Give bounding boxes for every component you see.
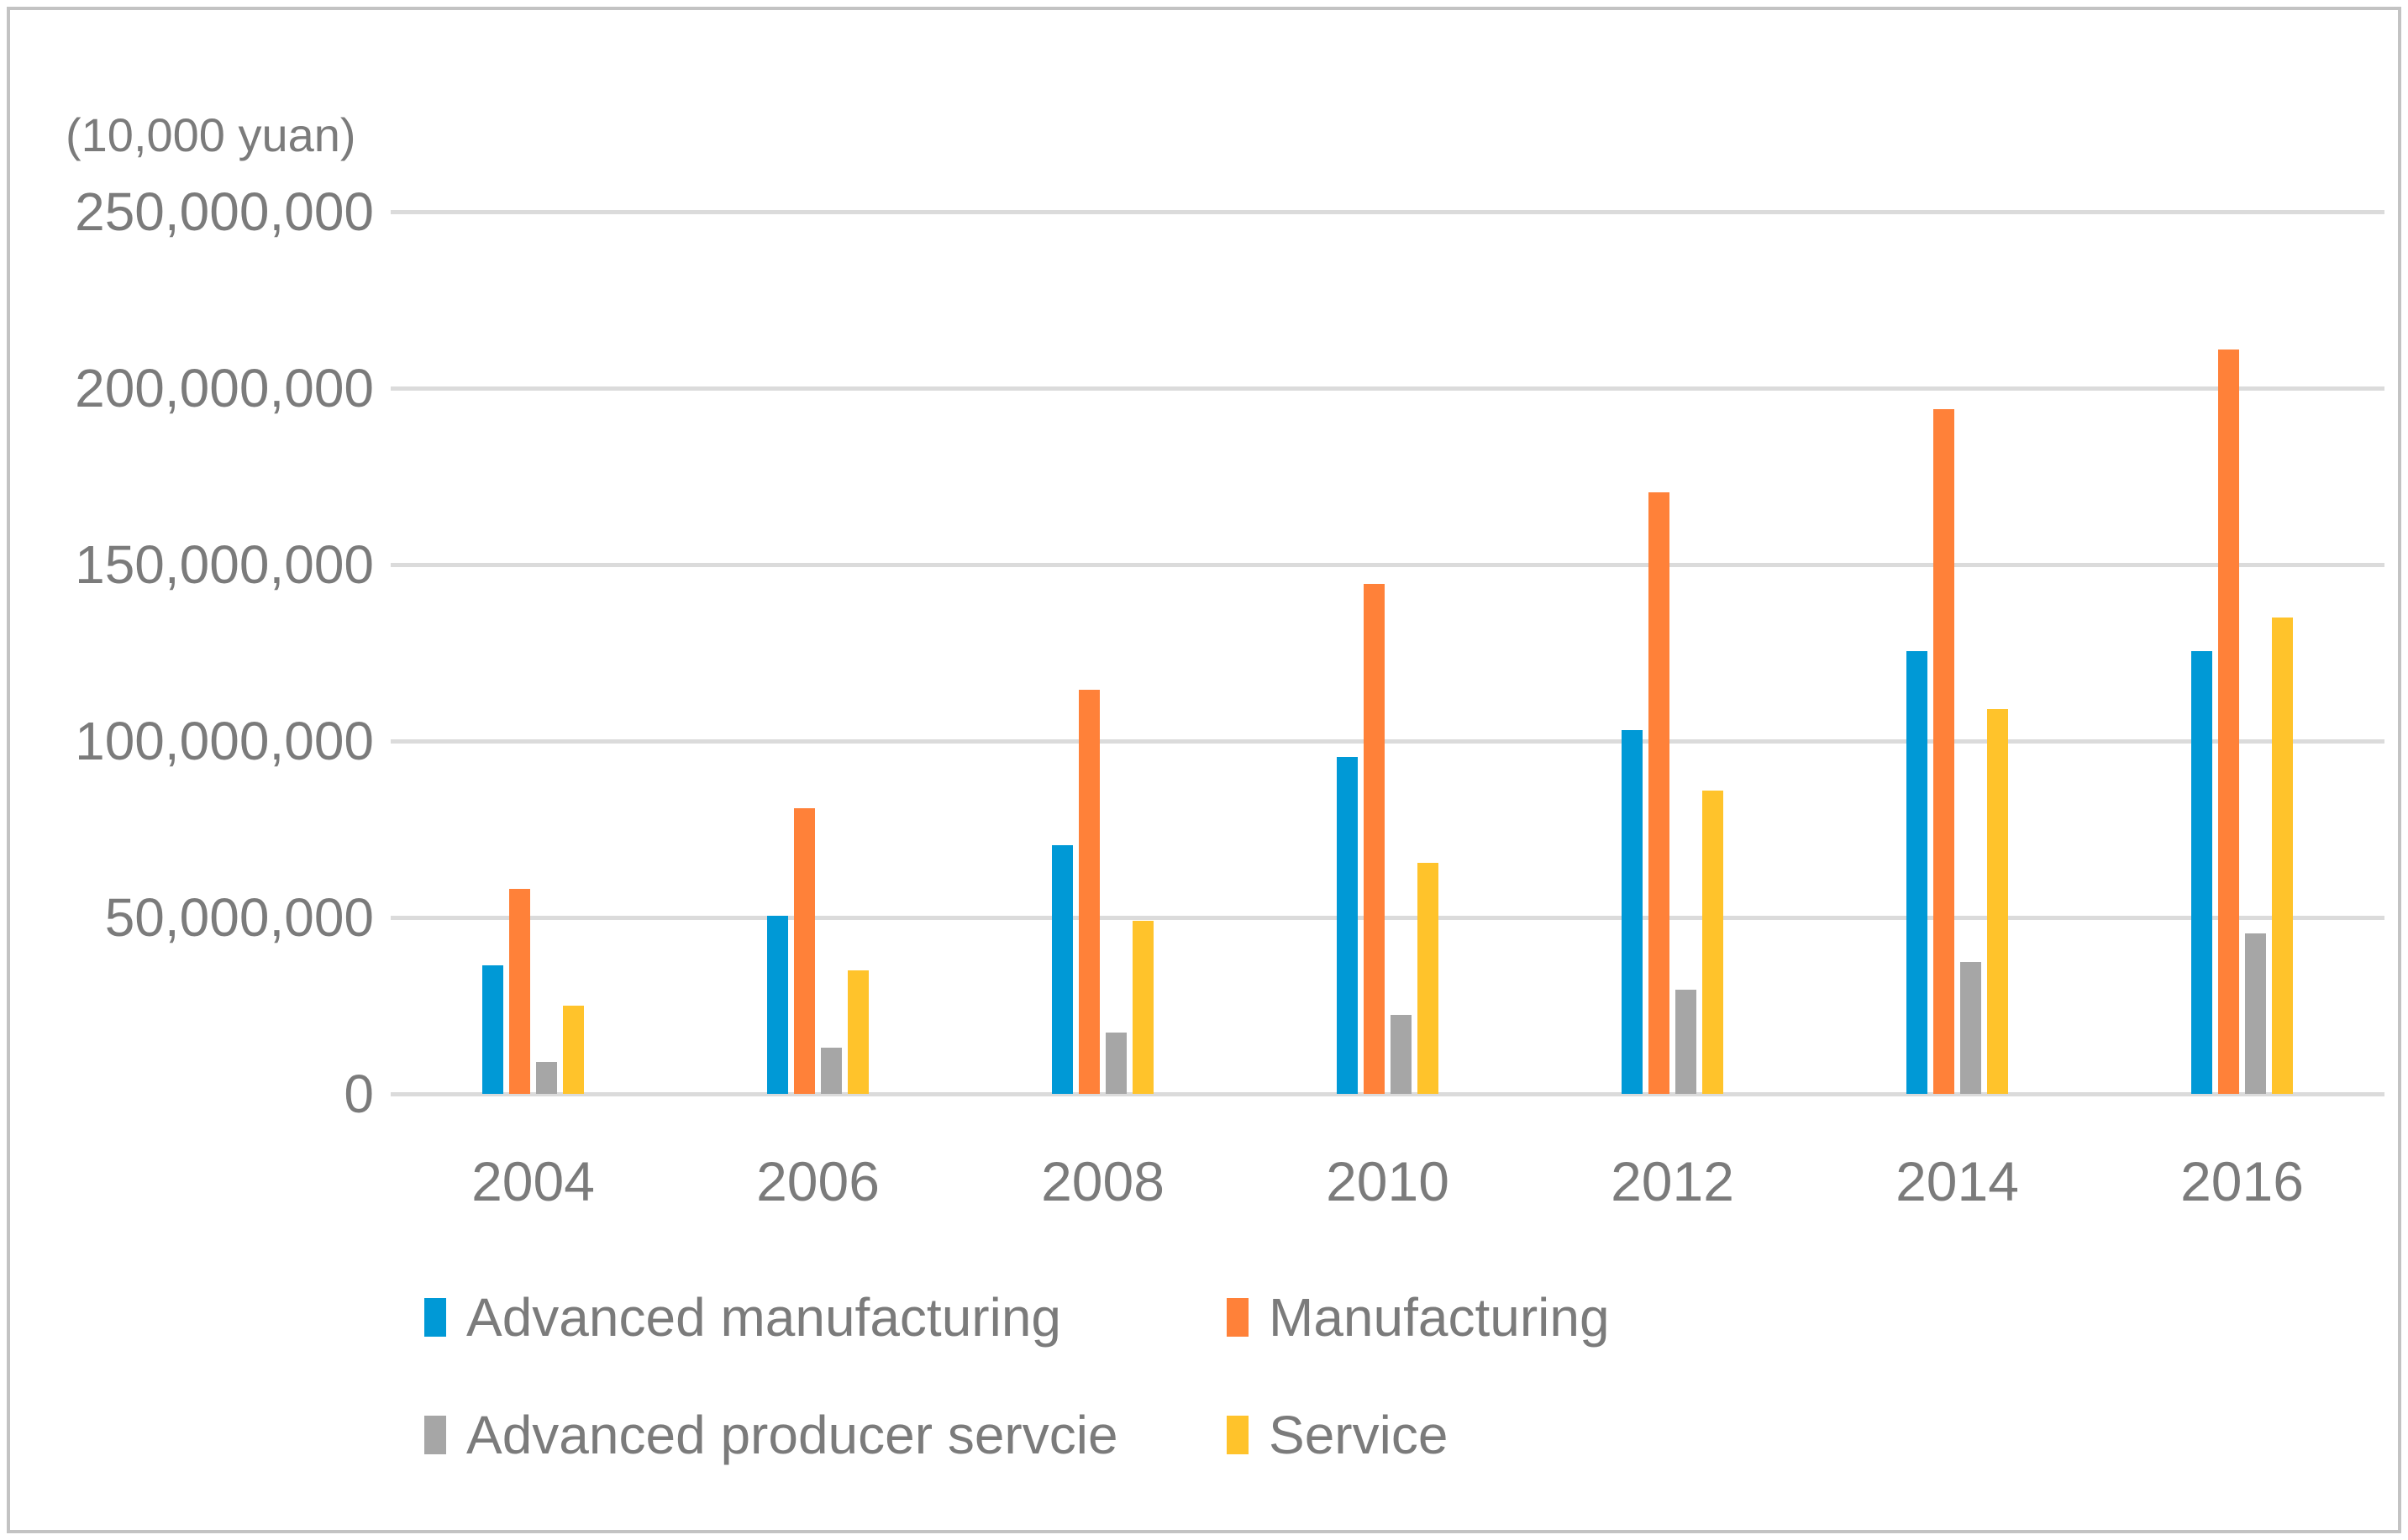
- y-axis-tick-label: 50,000,000: [104, 887, 374, 948]
- bar-group-2014: [1815, 212, 2100, 1094]
- bar-service-2014: [1987, 709, 2008, 1094]
- gridline-200m: [391, 386, 2384, 391]
- bar-advanced-manufacturing-2014: [1906, 650, 1927, 1094]
- bar-group-2004: [391, 212, 676, 1094]
- x-axis-label-2012: 2012: [1611, 1150, 1734, 1212]
- legend-label: Advanced producer servcie: [466, 1405, 1118, 1465]
- x-axis-labels: 2004 2006 2008 2010 2012 2014 2016: [391, 1149, 2384, 1213]
- gridline-250m: [391, 210, 2384, 214]
- bar-group-2006: [676, 212, 960, 1094]
- gridline-50m: [391, 916, 2384, 920]
- bar-advanced-manufacturing-2008: [1052, 844, 1073, 1094]
- x-axis-label-2008: 2008: [1041, 1150, 1165, 1212]
- bar-advanced-manufacturing-2012: [1622, 730, 1643, 1094]
- bar-advanced-producer-servcie-2004: [536, 1062, 557, 1094]
- x-axis-label-2006: 2006: [756, 1150, 880, 1212]
- bar-service-2004: [563, 1006, 584, 1094]
- bar-service-2012: [1702, 790, 1723, 1094]
- legend-item-advanced-producer-service: Advanced producer servcie: [424, 1404, 1227, 1466]
- gridline-150m: [391, 563, 2384, 567]
- legend: Advanced manufacturing Manufacturing Adv…: [424, 1287, 1610, 1522]
- legend-label: Service: [1269, 1405, 1448, 1465]
- bar-group-2010: [1245, 212, 1530, 1094]
- y-axis-tick-label: 0: [344, 1064, 374, 1124]
- bar-service-2016: [2272, 618, 2293, 1094]
- bar-advanced-producer-servcie-2008: [1106, 1032, 1127, 1094]
- legend-row: Advanced producer servcie Service: [424, 1405, 1610, 1465]
- bar-manufacturing-2010: [1364, 584, 1385, 1094]
- legend-swatch-advanced-manufacturing-icon: [424, 1298, 446, 1337]
- bar-manufacturing-2014: [1933, 409, 1954, 1094]
- y-axis-tick-label: 250,000,000: [75, 181, 374, 242]
- x-axis-label-2004: 2004: [471, 1150, 595, 1212]
- bar-group-2012: [1530, 212, 1815, 1094]
- bar-manufacturing-2012: [1648, 491, 1669, 1094]
- legend-item-manufacturing: Manufacturing: [1227, 1286, 1610, 1348]
- legend-swatch-manufacturing-icon: [1227, 1298, 1249, 1337]
- bar-manufacturing-2004: [509, 889, 530, 1094]
- bar-advanced-manufacturing-2010: [1337, 756, 1358, 1094]
- legend-label: Manufacturing: [1269, 1287, 1610, 1348]
- x-axis-baseline: [391, 1092, 2384, 1096]
- bar-group-2008: [960, 212, 1245, 1094]
- bar-advanced-manufacturing-2016: [2191, 650, 2212, 1094]
- legend-item-advanced-manufacturing: Advanced manufacturing: [424, 1286, 1227, 1348]
- plot-area: [391, 212, 2384, 1094]
- legend-label: Advanced manufacturing: [466, 1287, 1061, 1348]
- x-axis-label-2016: 2016: [2180, 1150, 2304, 1212]
- bar-service-2010: [1417, 862, 1438, 1094]
- x-axis-label-2014: 2014: [1895, 1150, 2019, 1212]
- legend-swatch-advanced-producer-service-icon: [424, 1416, 446, 1454]
- bar-manufacturing-2006: [794, 807, 815, 1094]
- bar-advanced-manufacturing-2006: [767, 915, 788, 1094]
- bar-manufacturing-2008: [1079, 690, 1100, 1094]
- legend-item-service: Service: [1227, 1404, 1448, 1466]
- y-axis-tick-label: 200,000,000: [75, 358, 374, 418]
- legend-row: Advanced manufacturing Manufacturing: [424, 1287, 1610, 1348]
- x-axis-label-2010: 2010: [1326, 1150, 1449, 1212]
- legend-swatch-service-icon: [1227, 1416, 1249, 1454]
- bar-group-2016: [2100, 212, 2384, 1094]
- y-axis-tick-label: 150,000,000: [75, 534, 374, 595]
- y-axis-unit-label: (10,000 yuan): [66, 108, 356, 161]
- bar-advanced-producer-servcie-2010: [1391, 1014, 1412, 1094]
- bar-advanced-producer-servcie-2006: [821, 1048, 842, 1094]
- bar-service-2008: [1133, 921, 1154, 1094]
- bar-advanced-producer-servcie-2016: [2245, 933, 2266, 1094]
- bar-advanced-manufacturing-2004: [482, 964, 503, 1094]
- bar-advanced-producer-servcie-2012: [1675, 990, 1696, 1094]
- y-axis-tick-label: 100,000,000: [75, 711, 374, 771]
- bar-advanced-producer-servcie-2014: [1960, 961, 1981, 1094]
- bar-service-2006: [848, 970, 869, 1094]
- bar-manufacturing-2016: [2218, 349, 2239, 1094]
- gridline-100m: [391, 739, 2384, 744]
